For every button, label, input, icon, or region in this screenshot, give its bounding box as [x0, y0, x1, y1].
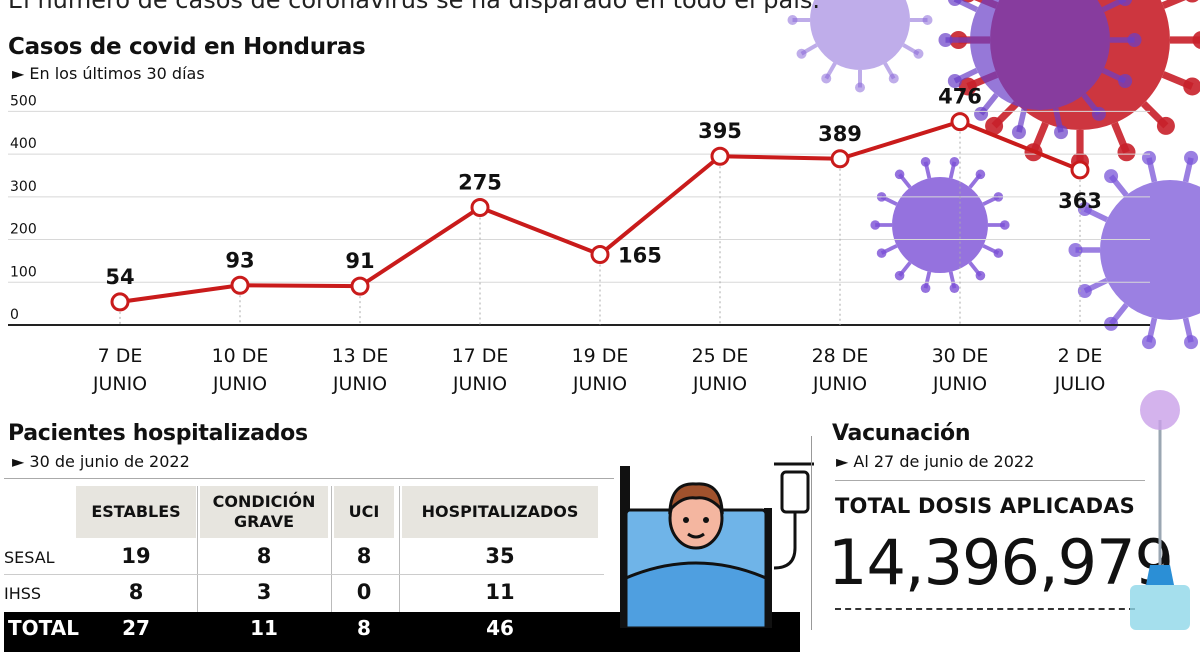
data-point: [952, 114, 968, 130]
hospital-title: Pacientes hospitalizados: [8, 421, 308, 446]
chart-title: Casos de covid en Honduras: [8, 34, 365, 60]
total-cell: 27: [76, 616, 196, 640]
x-tick-label: 2 DE: [1058, 345, 1103, 367]
data-label: 275: [458, 171, 502, 195]
data-label: 363: [1058, 189, 1102, 213]
total-label: TOTAL: [8, 616, 79, 640]
table-cell: 8: [200, 544, 328, 568]
vaccination-subtitle: ► Al 27 de junio de 2022: [836, 452, 1034, 471]
x-tick-label: 28 DE: [812, 345, 869, 367]
data-point: [1072, 162, 1088, 178]
table-cell: 8: [76, 580, 196, 604]
row-label: IHSS: [4, 584, 74, 603]
data-point: [712, 148, 728, 164]
total-cell: 8: [334, 616, 394, 640]
x-tick-label: JUNIO: [92, 373, 147, 395]
x-tick-label: JUNIO: [692, 373, 747, 395]
x-tick-label: 17 DE: [452, 345, 509, 367]
x-tick-label: 13 DE: [332, 345, 389, 367]
x-tick-label: JUNIO: [212, 373, 267, 395]
data-point: [832, 151, 848, 167]
column-divider: [197, 486, 198, 612]
y-tick-label: 300: [10, 179, 37, 195]
data-label: 54: [105, 265, 134, 289]
table-cell: 0: [334, 580, 394, 604]
x-tick-label: JUNIO: [812, 373, 867, 395]
x-tick-label: 30 DE: [932, 345, 989, 367]
data-label: 165: [618, 244, 662, 268]
x-tick-label: 25 DE: [692, 345, 749, 367]
table-cell: 3: [200, 580, 328, 604]
column-header: HOSPITALIZADOS: [402, 486, 598, 538]
x-tick-label: JUNIO: [572, 373, 627, 395]
x-tick-label: JULIO: [1054, 373, 1106, 395]
y-tick-label: 500: [10, 93, 37, 109]
row-divider: [4, 574, 604, 575]
table-cell: 35: [402, 544, 598, 568]
y-tick-label: 100: [10, 264, 37, 280]
x-tick-label: 10 DE: [212, 345, 269, 367]
x-tick-label: JUNIO: [932, 373, 987, 395]
data-point: [232, 277, 248, 293]
x-tick-label: JUNIO: [332, 373, 387, 395]
column-header: UCI: [334, 486, 394, 538]
column-divider: [331, 486, 332, 612]
vaccination-title: Vacunación: [832, 421, 970, 446]
y-tick-label: 0: [10, 307, 19, 323]
hospital-divider: [4, 478, 614, 479]
table-cell: 11: [402, 580, 598, 604]
syringe-icon: [1120, 380, 1200, 630]
section-divider: [811, 436, 812, 630]
data-label: 93: [225, 248, 254, 272]
data-point: [472, 200, 488, 216]
data-point: [592, 247, 608, 263]
total-dosis-label: TOTAL DOSIS APLICADAS: [835, 494, 1135, 518]
column-header: CONDICIÓN GRAVE: [200, 486, 328, 538]
vaccination-divider: [835, 480, 1145, 481]
data-point: [352, 278, 368, 294]
data-label: 395: [698, 119, 742, 143]
data-point: [112, 294, 128, 310]
row-label: SESAL: [4, 548, 74, 567]
line-chart: 0 100 200 300 400 500 54 7 DE JUNIO 93 10 DE JUNIO 9…: [0, 80, 1200, 400]
column-header: ESTABLES: [76, 486, 196, 538]
top-caption: El número de casos de coronavirus se ha …: [8, 0, 820, 14]
column-divider: [399, 486, 400, 612]
table-cell: 19: [76, 544, 196, 568]
dashed-divider: [835, 608, 1135, 610]
hospital-bed-patient-icon: [614, 458, 814, 628]
data-label: 476: [938, 85, 982, 109]
data-label: 389: [818, 122, 862, 146]
data-label: 91: [345, 249, 374, 273]
hospital-subtitle: ► 30 de junio de 2022: [12, 452, 190, 471]
x-tick-label: JUNIO: [452, 373, 507, 395]
x-tick-label: 19 DE: [572, 345, 629, 367]
y-tick-label: 400: [10, 136, 37, 152]
y-tick-label: 200: [10, 222, 37, 238]
x-tick-label: 7 DE: [98, 345, 143, 367]
total-cell: 11: [200, 616, 328, 640]
table-cell: 8: [334, 544, 394, 568]
total-cell: 46: [402, 616, 598, 640]
